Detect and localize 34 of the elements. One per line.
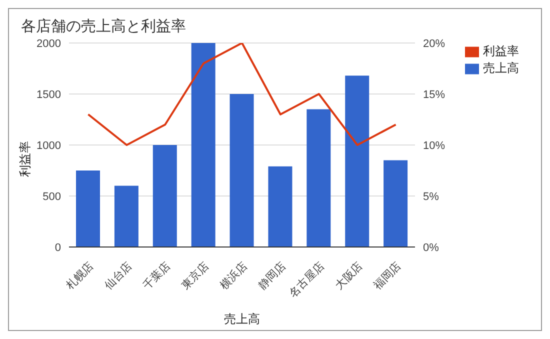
bar bbox=[306, 109, 331, 247]
bar bbox=[384, 160, 408, 247]
y2-tick-label: 0% bbox=[423, 242, 440, 254]
bar bbox=[76, 170, 100, 247]
bar bbox=[230, 94, 254, 247]
x-tick-label: 静岡店 bbox=[256, 260, 288, 292]
y2-tick-label: 10% bbox=[423, 140, 446, 152]
y-axis-title: 利益率 bbox=[17, 141, 33, 177]
y2-tick-label: 15% bbox=[423, 88, 446, 101]
x-tick-label: 札幌店 bbox=[63, 260, 96, 292]
legend-label: 売上高 bbox=[483, 61, 519, 75]
line-series bbox=[87, 43, 397, 146]
x-tick-label: 福岡店 bbox=[371, 260, 404, 292]
x-tick-label: 名古屋店 bbox=[286, 260, 327, 300]
x-tick-label: 大阪店 bbox=[332, 260, 366, 292]
bar bbox=[191, 43, 216, 247]
y2-tick-label: 20% bbox=[423, 38, 446, 50]
y-tick-label: 0 bbox=[54, 242, 61, 254]
x-tick-label: 東京店 bbox=[178, 260, 212, 292]
y-tick-label: 2000 bbox=[36, 38, 61, 50]
y-tick-label: 1500 bbox=[36, 88, 61, 101]
chart-title: 各店舗の売上高と利益率 bbox=[21, 17, 186, 36]
bar bbox=[345, 76, 370, 247]
x-tick-label: 千葉店 bbox=[140, 260, 173, 292]
bar bbox=[152, 145, 177, 247]
legend-label: 利益率 bbox=[483, 44, 519, 58]
y2-tick-label: 5% bbox=[423, 190, 440, 203]
x-axis-title: 売上高 bbox=[224, 312, 260, 326]
y-tick-label: 500 bbox=[42, 190, 61, 203]
y-tick-label: 1000 bbox=[36, 140, 61, 152]
x-tick-label: 仙台店 bbox=[102, 260, 134, 292]
bar bbox=[114, 186, 138, 247]
x-tick-label: 横浜店 bbox=[217, 260, 250, 292]
bar bbox=[268, 166, 292, 247]
